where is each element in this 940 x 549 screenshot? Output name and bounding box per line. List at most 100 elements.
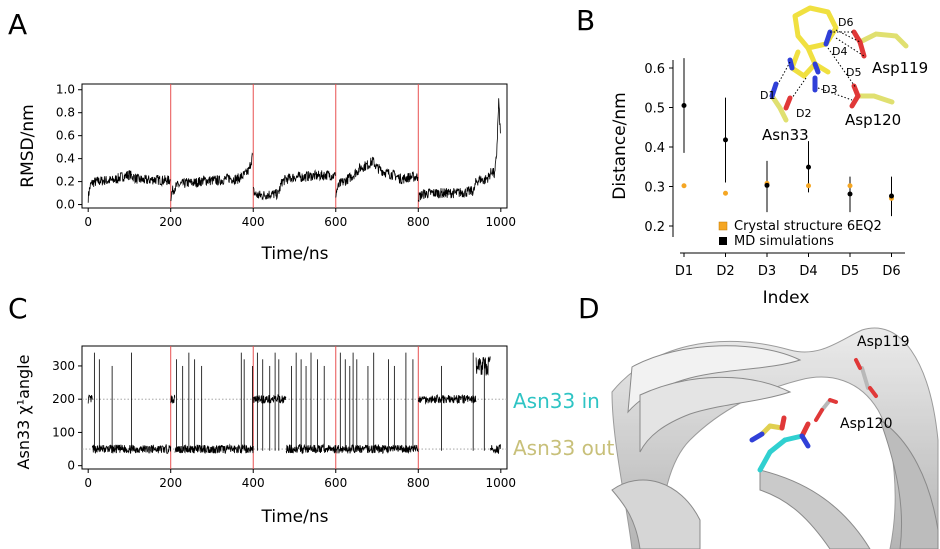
chart-a-y-tick-label: 0.2 [56,175,75,189]
chart-c-y-tick-label: 200 [52,392,75,406]
panel-label-d: D [578,292,600,325]
chart-a-x-tick-label: 200 [159,215,182,229]
chart-b-point-md [764,182,770,188]
chart-b-y-tick-label: 0.5 [644,102,665,117]
chart-b-y-ticks: 0.2 0.3 0.4 0.5 0.6 [644,62,673,235]
chart-a-segment-boundaries [170,84,419,208]
chart-b-point-crystal [723,190,728,196]
chart-c-y-tick-label: 300 [52,359,75,373]
chart-c-y-tick-label: 0 [67,459,75,473]
chart-a-x-tick-label: 1000 [486,215,517,229]
label-d4: D4 [832,45,847,58]
chart-c-x-tick-label: 1000 [486,476,517,490]
chart-c-y-tick-label: 100 [52,425,75,439]
label-d-asp119: Asp119 [857,334,909,350]
chart-a-y-tick-label: 0.4 [56,152,75,166]
chart-b-x-tick-label: D5 [841,264,859,279]
chart-b-point-crystal [847,183,853,189]
chart-b-points [681,103,894,201]
chart-c-line-segment-2 [170,394,176,404]
chart-a-y-tick-label: 1.0 [56,83,75,97]
chart-b-point-md [889,193,894,199]
chart-b-point-md [847,191,853,197]
state-label-out: Asn33 out [513,436,614,460]
chart-b-point-md [681,103,687,109]
label-d3: D3 [822,83,837,96]
chart-c-line-segment-7 [376,443,419,454]
asp119-stick [769,31,909,123]
asn33-cyan-stick [749,415,811,473]
chart-b-y-tick-label: 0.6 [644,62,665,77]
chart-c-x-ticks: 0 200 400 600 800 1000 [84,469,516,490]
chart-c-line-segment-3 [174,443,254,454]
chart-b-molecule-inset: D1 D2 D3 D4 D5 D6 Asp119 Asp120 Asn33 [760,5,928,144]
label-asn33: Asn33 [762,126,809,144]
asp-sticks [814,358,878,422]
panel-label-a: A [8,8,27,41]
state-label-in: Asn33 in [513,389,600,413]
panel-label-c: C [8,292,28,325]
chart-c-x-axis-label: Time/ns [261,507,329,527]
label-asp120: Asp120 [845,111,901,129]
label-d5: D5 [846,66,861,79]
chart-a-y-axis-label: RMSD/nm [18,104,38,187]
chart-a-y-tick-label: 0.6 [56,129,75,143]
chart-b-x-tick-label: D6 [882,264,900,279]
chart-b-distances: D1 D2 D3 D4 D5 D6 0.2 0.3 0.4 0.5 0.6 Index Dista… [610,5,928,308]
chart-a-y-tick-label: 0.0 [56,198,75,212]
label-d2: D2 [796,107,811,120]
chart-c-x-tick-label: 200 [159,476,182,490]
chart-c-x-tick-label: 0 [84,476,92,490]
chart-b-x-tick-label: D2 [716,264,734,279]
chart-c-x-tick-label: 800 [407,476,430,490]
legend-label-crystal: Crystal structure 6EQ2 [734,219,882,234]
chart-a-x-axis-label: Time/ns [261,244,329,264]
chart-a-y-ticks: 0.0 0.2 0.4 0.6 0.8 1.0 [56,83,82,212]
distance-lines [777,29,865,101]
chart-a-series [87,98,501,203]
chart-a-x-tick-label: 600 [324,215,347,229]
chart-b-x-tick-label: D3 [758,264,776,279]
chart-a-x-tick-label: 400 [242,215,265,229]
chart-c-series [87,352,501,455]
chart-b-y-tick-label: 0.3 [644,181,665,196]
chart-b-x-tick-label: D4 [799,264,817,279]
chart-b-point-md [806,164,811,170]
chart-a-x-ticks: 0 200 400 600 800 1000 [84,208,516,229]
ligand-nitrogens [787,29,833,93]
chart-c-x-tick-label: 600 [324,476,347,490]
chart-c-y-ticks: 0 100 200 300 [52,359,82,473]
chart-a-line-segment-4 [417,98,501,202]
chart-c-line-segment-8 [417,394,477,405]
chart-b-y-tick-label: 0.4 [644,141,665,156]
asn33-nitrogen [769,81,779,99]
panel-d-structure: Asp119 Asp120 [611,327,939,549]
chart-b-legend: Crystal structure 6EQ2 MD simulations [718,219,882,249]
label-d1: D1 [760,89,775,102]
chart-a-y-tick-label: 0.8 [56,106,75,120]
chart-c-y-axis-label: Asn33 χ¹angle [14,355,33,470]
chart-b-point-crystal [806,183,811,189]
chart-a-line-segment-3 [335,156,419,198]
chart-b-point-crystal [681,183,687,189]
chart-b-y-tick-label: 0.2 [644,220,665,235]
protein-ribbon [611,327,939,549]
chart-b-point-md [723,137,728,143]
legend-label-md: MD simulations [734,234,834,249]
panel-label-b: B [576,4,595,37]
chart-a-rmsd: 0 200 400 600 800 1000 0.0 0.2 0.4 0.6 0.8 1.0 Tim… [18,83,516,264]
label-d6: D6 [838,16,853,29]
legend-swatch-crystal [718,221,728,231]
chart-a-line-segment-0 [87,170,171,203]
chart-a-line-segment-2 [252,169,336,201]
chart-c-line-segment-0 [87,394,93,404]
chart-c-line-segment-9 [475,356,491,376]
chart-c-line-segment-6 [335,444,378,455]
chart-b-x-axis-label: Index [763,288,810,308]
oxygen-atoms [783,29,867,111]
label-d-asp120: Asp120 [840,416,892,432]
chart-b-x-tick-label: D1 [675,264,693,279]
label-asp119: Asp119 [872,59,928,77]
chart-c-line-segment-10 [490,444,501,455]
